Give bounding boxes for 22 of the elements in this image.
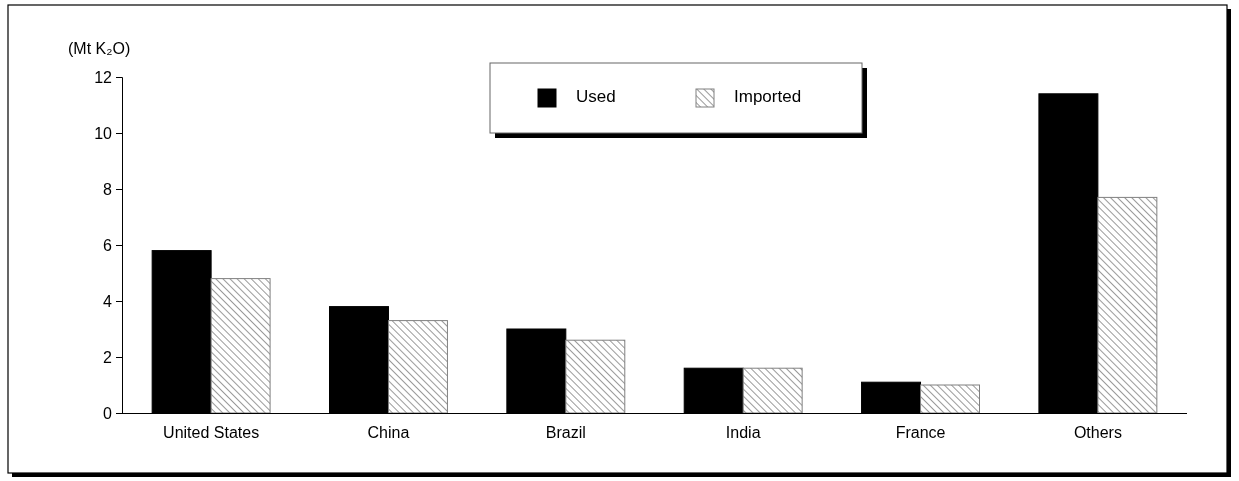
bar bbox=[742, 367, 803, 414]
bar bbox=[565, 339, 626, 414]
y-tick-label: 6 bbox=[103, 236, 113, 254]
bar bbox=[210, 278, 271, 414]
y-tick-label: 12 bbox=[94, 68, 113, 86]
y-axis-title: (Mt K₂O) bbox=[68, 40, 131, 58]
y-tick-label: 8 bbox=[103, 180, 113, 198]
x-tick-label: China bbox=[367, 424, 410, 442]
y-tick-label: 0 bbox=[103, 404, 113, 422]
x-tick-label: Others bbox=[1073, 424, 1122, 442]
x-tick-label: India bbox=[725, 424, 761, 442]
y-tick-label: 2 bbox=[103, 348, 113, 366]
bar bbox=[920, 384, 980, 414]
x-tick-label: France bbox=[895, 424, 946, 442]
x-tick-label: United States bbox=[163, 424, 260, 442]
y-tick-label: 10 bbox=[94, 124, 113, 142]
bar bbox=[387, 320, 448, 414]
bar bbox=[1097, 196, 1158, 414]
legend-label: Imported bbox=[734, 87, 802, 107]
legend-label: Used bbox=[576, 87, 616, 107]
x-tick-label: Brazil bbox=[545, 424, 586, 442]
y-tick-label: 4 bbox=[103, 292, 113, 310]
